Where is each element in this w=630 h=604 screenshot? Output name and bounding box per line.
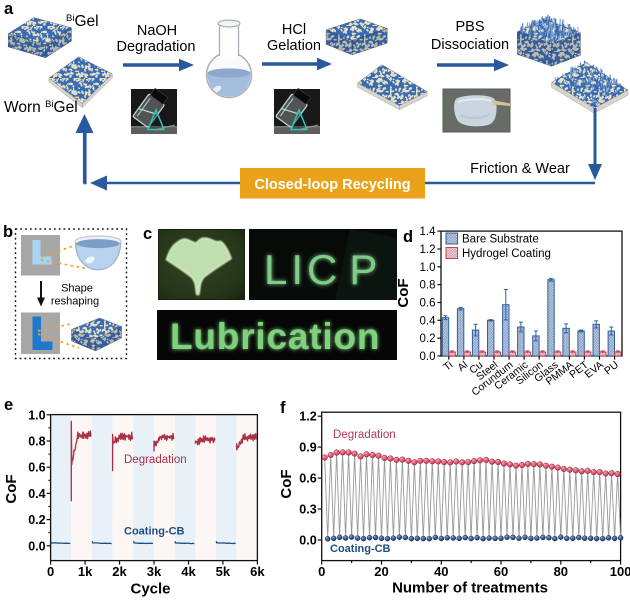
- svg-text:Friction & Wear: Friction & Wear: [470, 161, 570, 177]
- svg-text:NaOH: NaOH: [137, 23, 177, 39]
- svg-text:Gelation: Gelation: [267, 38, 321, 54]
- svg-text:0.3: 0.3: [299, 503, 316, 517]
- svg-text:f: f: [280, 399, 286, 417]
- svg-text:0.9: 0.9: [299, 441, 316, 455]
- svg-text:0.0: 0.0: [420, 351, 436, 363]
- svg-text:PU: PU: [602, 359, 621, 377]
- svg-text:Bare Substrate: Bare Substrate: [462, 234, 539, 246]
- svg-text:0.6: 0.6: [420, 298, 436, 310]
- svg-text:1.0: 1.0: [420, 262, 436, 274]
- svg-text:Ti: Ti: [441, 359, 455, 374]
- svg-text:1.2: 1.2: [420, 244, 436, 256]
- svg-text:Cycle: Cycle: [130, 581, 170, 598]
- svg-text:a: a: [4, 0, 14, 18]
- svg-text:Degradation: Degradation: [333, 429, 396, 441]
- svg-text:Hydrogel Coating: Hydrogel Coating: [462, 248, 551, 260]
- svg-text:0.8: 0.8: [28, 435, 45, 449]
- svg-text:Closed-loop Recycling: Closed-loop Recycling: [254, 177, 410, 193]
- svg-text:0.6: 0.6: [28, 461, 45, 475]
- svg-text:Number of treatments: Number of treatments: [392, 580, 548, 597]
- svg-text:0.8: 0.8: [420, 280, 436, 292]
- svg-text:1.4: 1.4: [420, 226, 437, 238]
- svg-text:HCl: HCl: [282, 22, 306, 38]
- svg-text:60: 60: [494, 564, 508, 579]
- svg-text:1.2: 1.2: [299, 410, 316, 424]
- svg-text:5k: 5k: [216, 564, 231, 579]
- svg-text:BiGel: BiGel: [66, 13, 99, 30]
- svg-text:0.2: 0.2: [420, 333, 436, 345]
- svg-text:Worn BiGel: Worn BiGel: [4, 99, 78, 116]
- svg-text:Coating-CB: Coating-CB: [124, 526, 185, 538]
- svg-text:6k: 6k: [250, 564, 265, 579]
- svg-text:c: c: [143, 225, 152, 243]
- svg-text:0.6: 0.6: [299, 472, 316, 486]
- svg-text:0: 0: [318, 564, 325, 579]
- svg-text:100: 100: [610, 564, 630, 579]
- svg-text:CoF: CoF: [3, 474, 20, 503]
- svg-text:Degradation: Degradation: [124, 454, 187, 466]
- svg-text:1.0: 1.0: [28, 408, 45, 422]
- svg-text:2k: 2k: [112, 564, 127, 579]
- svg-text:reshaping: reshaping: [51, 296, 99, 308]
- svg-text:d: d: [403, 228, 413, 246]
- svg-text:CoF: CoF: [395, 278, 412, 307]
- svg-text:0.0: 0.0: [299, 534, 316, 548]
- svg-text:1k: 1k: [78, 564, 93, 579]
- svg-text:0.0: 0.0: [28, 539, 45, 553]
- svg-text:Coating-CB: Coating-CB: [330, 543, 391, 555]
- svg-text:80: 80: [554, 564, 568, 579]
- svg-text:PBS: PBS: [455, 19, 484, 35]
- svg-text:e: e: [4, 396, 13, 414]
- svg-text:Shape: Shape: [61, 283, 93, 295]
- svg-text:b: b: [3, 223, 13, 241]
- svg-text:CoF: CoF: [278, 469, 295, 498]
- svg-text:0.4: 0.4: [420, 315, 437, 327]
- svg-text:20: 20: [374, 564, 388, 579]
- svg-text:Lubrication: Lubrication: [170, 316, 380, 357]
- svg-text:3k: 3k: [147, 564, 162, 579]
- svg-text:4k: 4k: [181, 564, 196, 579]
- svg-text:Dissociation: Dissociation: [431, 37, 509, 53]
- svg-text:0.2: 0.2: [28, 513, 45, 527]
- svg-text:Degradation: Degradation: [117, 39, 196, 55]
- svg-text:0: 0: [47, 564, 54, 579]
- svg-text:0.4: 0.4: [28, 487, 45, 501]
- svg-text:40: 40: [434, 564, 448, 579]
